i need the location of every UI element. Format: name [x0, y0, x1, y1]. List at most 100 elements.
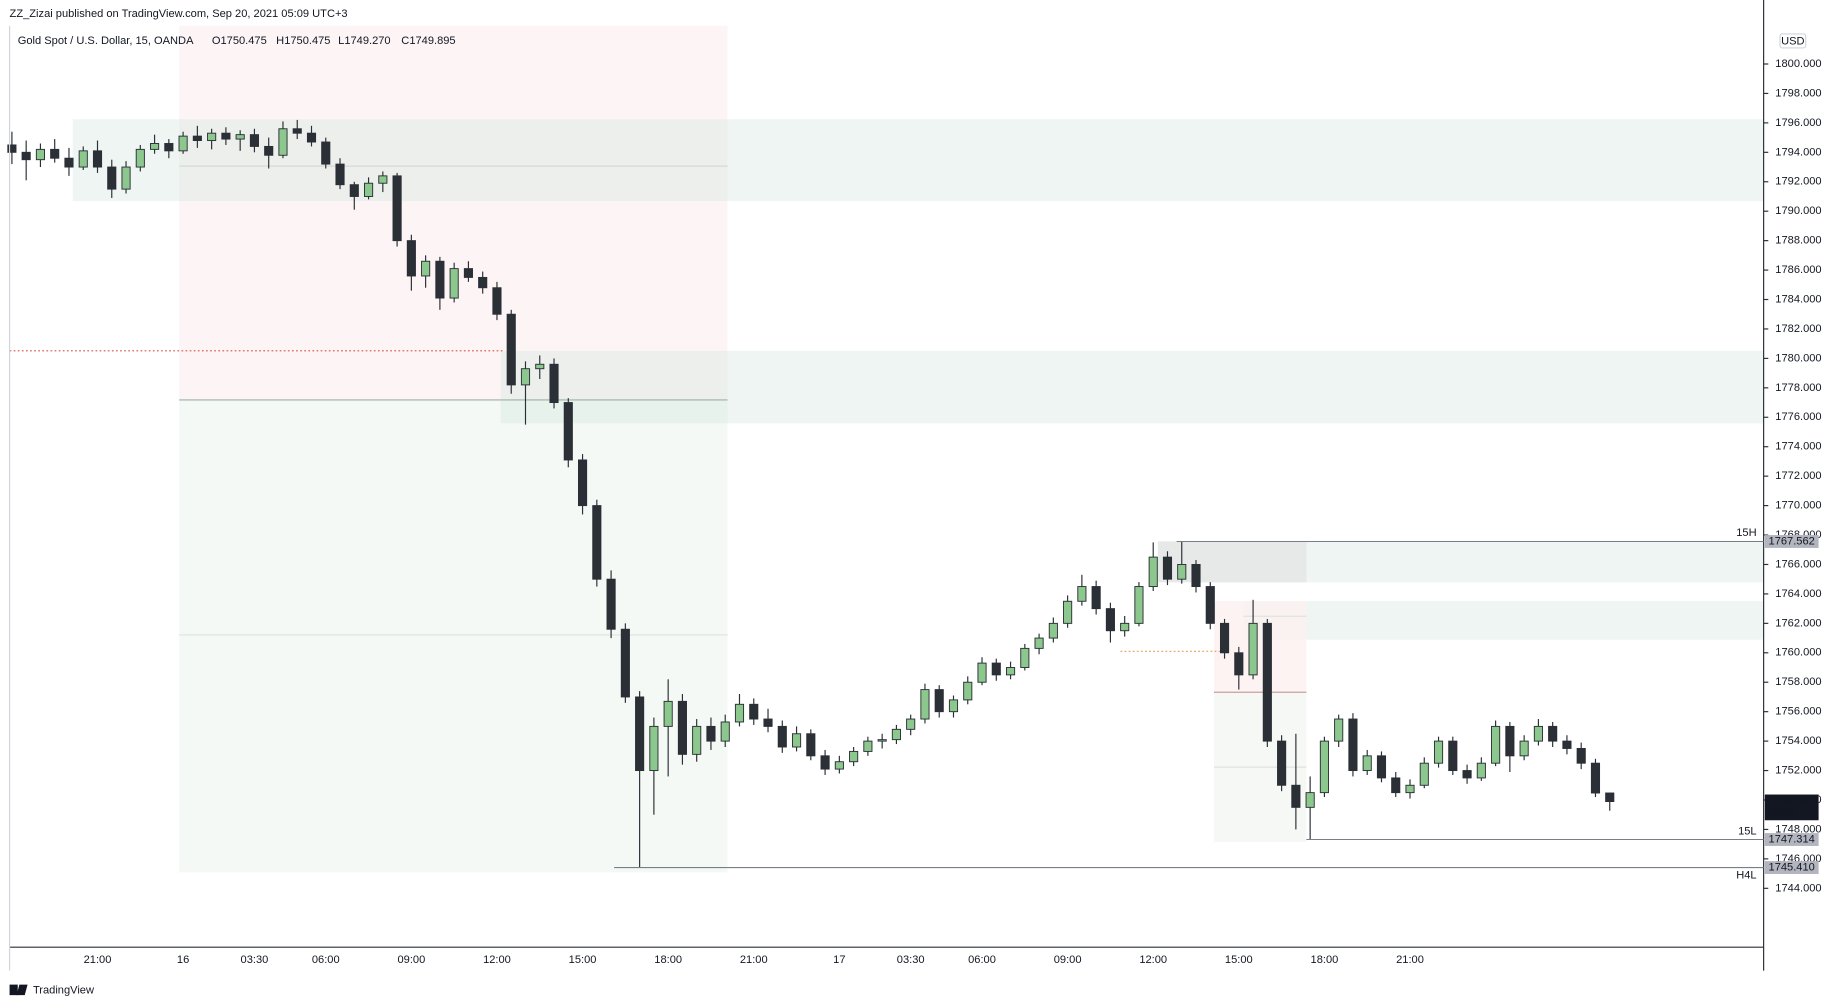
y-tick-label: 1764.000: [1775, 588, 1821, 600]
candle-body: [107, 166, 117, 190]
candle-body: [806, 733, 816, 757]
y-tick-label: 1762.000: [1775, 617, 1821, 629]
candle-body: [178, 135, 188, 152]
candle-body: [934, 689, 944, 713]
y-tick-label: 1744.000: [1775, 882, 1821, 894]
candle-body: [649, 725, 659, 772]
candle-body: [421, 260, 431, 277]
level-price-box: [1764, 861, 1819, 874]
y-tick-label: 1794.000: [1775, 146, 1821, 158]
candle-body: [1063, 600, 1073, 624]
candle-body: [306, 132, 317, 143]
candle-body: [635, 696, 645, 772]
candle-body: [1491, 725, 1501, 764]
candle-body: [1277, 740, 1287, 786]
y-tick-label: 1766.000: [1775, 558, 1821, 570]
plot: [7, 119, 1615, 868]
brand: TradingView: [33, 984, 95, 996]
candle-body: [1205, 586, 1215, 624]
candle-body: [64, 157, 74, 168]
candle-body: [1348, 718, 1358, 772]
y-tick-label: 1776.000: [1775, 411, 1821, 423]
x-tick-label: 18:00: [1311, 954, 1339, 966]
candle-body: [706, 725, 716, 742]
ohlc-low: L1749.270: [338, 35, 390, 47]
x-tick-label: 06:00: [312, 954, 340, 966]
level-price-box: [1764, 833, 1819, 846]
candle-body: [335, 163, 345, 186]
candle-body: [292, 128, 302, 134]
candle-body: [1248, 622, 1258, 676]
currency-box: [1779, 33, 1807, 49]
candle-body: [435, 260, 445, 299]
candle-body: [1020, 647, 1030, 668]
x-tick-label: 21:00: [740, 954, 768, 966]
candle-body: [777, 725, 787, 748]
candle-body: [720, 721, 730, 742]
x-tick-label: 03:30: [241, 954, 269, 966]
candle-body: [1462, 770, 1472, 779]
x-tick-label: 18:00: [654, 954, 682, 966]
candle-body: [192, 135, 202, 142]
y-tick-label: 1780.000: [1775, 352, 1821, 364]
candle-body: [7, 144, 17, 153]
last-price-box: [1764, 794, 1819, 821]
candle-body: [1305, 792, 1315, 808]
candle-body: [135, 148, 145, 168]
candle-body: [1405, 784, 1415, 794]
candle-body: [1191, 564, 1201, 588]
drawings: [9, 25, 1764, 873]
candle-body: [1091, 586, 1101, 610]
candle-body: [1505, 725, 1515, 757]
level-name: H4L: [1736, 870, 1756, 882]
candle-body: [849, 750, 859, 763]
candle-body: [963, 681, 973, 701]
candle-body: [1533, 725, 1543, 742]
candle-body: [592, 505, 602, 580]
candle-body: [791, 733, 802, 748]
y-tick-label: 1756.000: [1775, 706, 1821, 718]
candle-body: [264, 145, 274, 156]
level-price-box: [1764, 535, 1819, 548]
last-price: 1749.895: [1769, 795, 1815, 807]
ohlc-open: O1750.475: [212, 35, 267, 47]
candle-body: [734, 703, 745, 723]
x-tick-label: 06:00: [968, 954, 996, 966]
candle-body: [349, 184, 359, 197]
candle-body: [1219, 622, 1230, 654]
candle-body: [1148, 556, 1158, 588]
candle-body: [35, 148, 45, 161]
candle-body: [50, 148, 60, 159]
y-tick-label: 1782.000: [1775, 323, 1821, 335]
candle-body: [1562, 740, 1572, 749]
candle-body: [506, 313, 516, 386]
candle-body: [235, 134, 245, 140]
candle-body: [492, 287, 502, 315]
y-tick-label: 1774.000: [1775, 441, 1821, 453]
ohlc-close: C1749.895: [401, 35, 455, 47]
countdown: 05:03: [1768, 807, 1796, 819]
ohlc-high: H1750.475: [276, 35, 330, 47]
candle-body: [820, 755, 830, 770]
candle-body: [1476, 762, 1486, 779]
candle-body: [1519, 740, 1529, 757]
candle-body: [1291, 784, 1301, 808]
level-price: 1745.410: [1769, 861, 1815, 873]
x-tick-label: 16: [177, 954, 189, 966]
x-tick-label: 17: [833, 954, 845, 966]
candle-body: [1034, 637, 1044, 649]
candle-body: [891, 728, 901, 741]
level-price: 1767.562: [1769, 535, 1815, 547]
candle-body: [164, 143, 174, 152]
y-tick-label: 1752.000: [1775, 764, 1821, 776]
candle-body: [877, 739, 887, 742]
y-tick-label: 1792.000: [1775, 176, 1821, 188]
candle-body: [1005, 667, 1016, 676]
brand-logo: [9, 984, 28, 996]
candle-body: [1262, 622, 1272, 742]
candle-body: [906, 718, 916, 730]
y-tick-label: 1748.000: [1775, 823, 1821, 835]
candle-body: [948, 699, 959, 713]
